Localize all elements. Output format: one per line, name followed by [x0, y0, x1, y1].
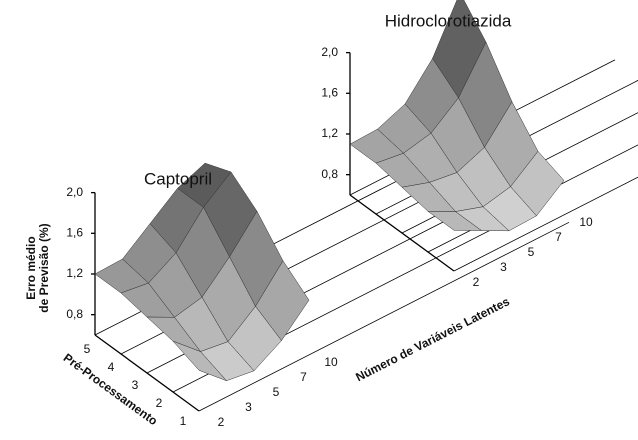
surface	[94, 162, 310, 382]
floor-line	[198, 221, 570, 412]
surface	[349, 0, 565, 232]
y-tick-label: 3	[132, 378, 139, 392]
z-tick-label: 1,6	[66, 225, 83, 239]
z-tick-label: 0,8	[321, 167, 338, 181]
x-tick-label: 3	[245, 400, 252, 414]
chart-title: Hidroclorotiazida	[385, 11, 512, 30]
y-tick-label: 5	[84, 342, 91, 356]
y-tick-label: 4	[108, 360, 115, 374]
x-tick-label: 5	[528, 245, 535, 259]
x-tick-label: 10	[324, 355, 338, 369]
x-tick-label: 2	[218, 415, 225, 429]
z-axis-label: Erro médio	[24, 236, 38, 299]
x-tick-label: 7	[555, 230, 562, 244]
z-tick-label: 2,0	[321, 45, 338, 59]
y-axis	[94, 334, 200, 412]
x-tick-label: 3	[500, 260, 507, 274]
z-tick-label: 1,2	[66, 266, 83, 280]
surface-cell	[172, 340, 227, 381]
x-tick-label: 5	[273, 385, 280, 399]
floor-line	[453, 176, 638, 272]
z-tick-label: 1,2	[321, 126, 338, 140]
z-tick-label: 1,6	[321, 85, 338, 99]
z-tick-label: 2,0	[66, 185, 83, 199]
x-tick-label: 10	[579, 215, 593, 229]
chart-title: Captopril	[144, 169, 212, 188]
z-axis-label: de Previsão (%)	[37, 223, 51, 312]
x-tick-label: 2	[473, 275, 480, 289]
surface-cell	[427, 211, 483, 231]
y-tick-label: 2	[156, 396, 163, 410]
x-tick-label: 7	[300, 370, 307, 384]
y-tick-label: 1	[180, 414, 187, 428]
z-tick-label: 0,8	[66, 307, 83, 321]
y-axis	[349, 194, 455, 272]
